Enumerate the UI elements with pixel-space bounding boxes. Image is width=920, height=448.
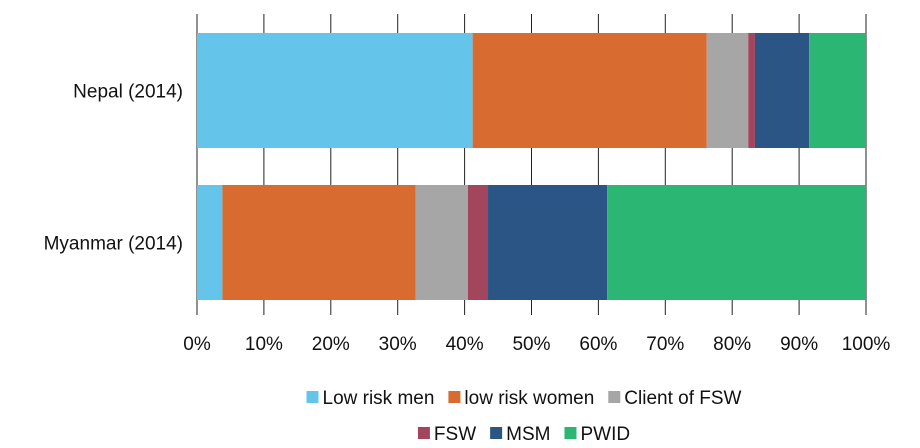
bar-nepal-2014-msm [754,33,810,148]
x-tick-label: 70% [646,334,684,355]
bar-nepal-2014-low-risk-women [472,33,707,148]
bar-myanmar-2014-low-risk-men [197,185,223,300]
x-tick-label: 100% [842,334,891,355]
bars [197,33,866,300]
legend-swatch [448,391,461,403]
legend-swatch [608,391,621,403]
x-tick-label: 0% [183,334,211,355]
bar-nepal-2014-client-of-fsw [706,33,749,148]
legend-label: PWID [580,424,630,445]
legend-item-client-of-fsw: Client of FSW [608,388,742,409]
bar-myanmar-2014-pwid [607,185,866,300]
legend-swatch [490,427,503,439]
legend-swatch [564,427,577,439]
category-label: Myanmar (2014) [44,234,183,255]
x-tick-label: 10% [245,334,283,355]
legend-item-msm: MSM [490,424,550,445]
legend-swatch [306,391,319,403]
bar-myanmar-2014-msm [488,185,608,300]
bar-nepal-2014-fsw [748,33,755,148]
legend-item-pwid: PWID [564,424,630,445]
category-labels: Nepal (2014) Myanmar (2014) [44,82,183,255]
bar-nepal-2014-low-risk-men [197,33,473,148]
x-tick-label: 20% [312,334,350,355]
legend-label: FSW [434,424,476,445]
legend-item-fsw: FSW [417,424,476,445]
x-tick-label: 50% [512,334,550,355]
category-label: Nepal (2014) [73,82,183,103]
bar-myanmar-2014-low-risk-women [222,185,416,300]
bar-myanmar-2014-fsw [467,185,489,300]
x-tick-label: 30% [379,334,417,355]
bar-nepal-2014-pwid [809,33,866,148]
bar-myanmar-2014-client-of-fsw [415,185,468,300]
x-tick-label: 90% [780,334,818,355]
x-tick-label: 80% [713,334,751,355]
legend-item-low-risk-women: low risk women [448,388,594,409]
legend-item-low-risk-men: Low risk men [306,388,435,409]
legend-label: low risk women [464,388,594,409]
legend-label: Client of FSW [624,388,741,409]
legend: Low risk men low risk women Client of FSW F… [306,388,742,445]
legend-label: MSM [506,424,550,445]
legend-swatch [417,427,430,439]
x-tick-labels: 0% 10% 20% 30% 40% 50% 60% 70% 80% 90% 100% [183,334,890,355]
x-tick-label: 40% [446,334,484,355]
legend-label: Low risk men [323,388,435,409]
x-tick-label: 60% [579,334,617,355]
